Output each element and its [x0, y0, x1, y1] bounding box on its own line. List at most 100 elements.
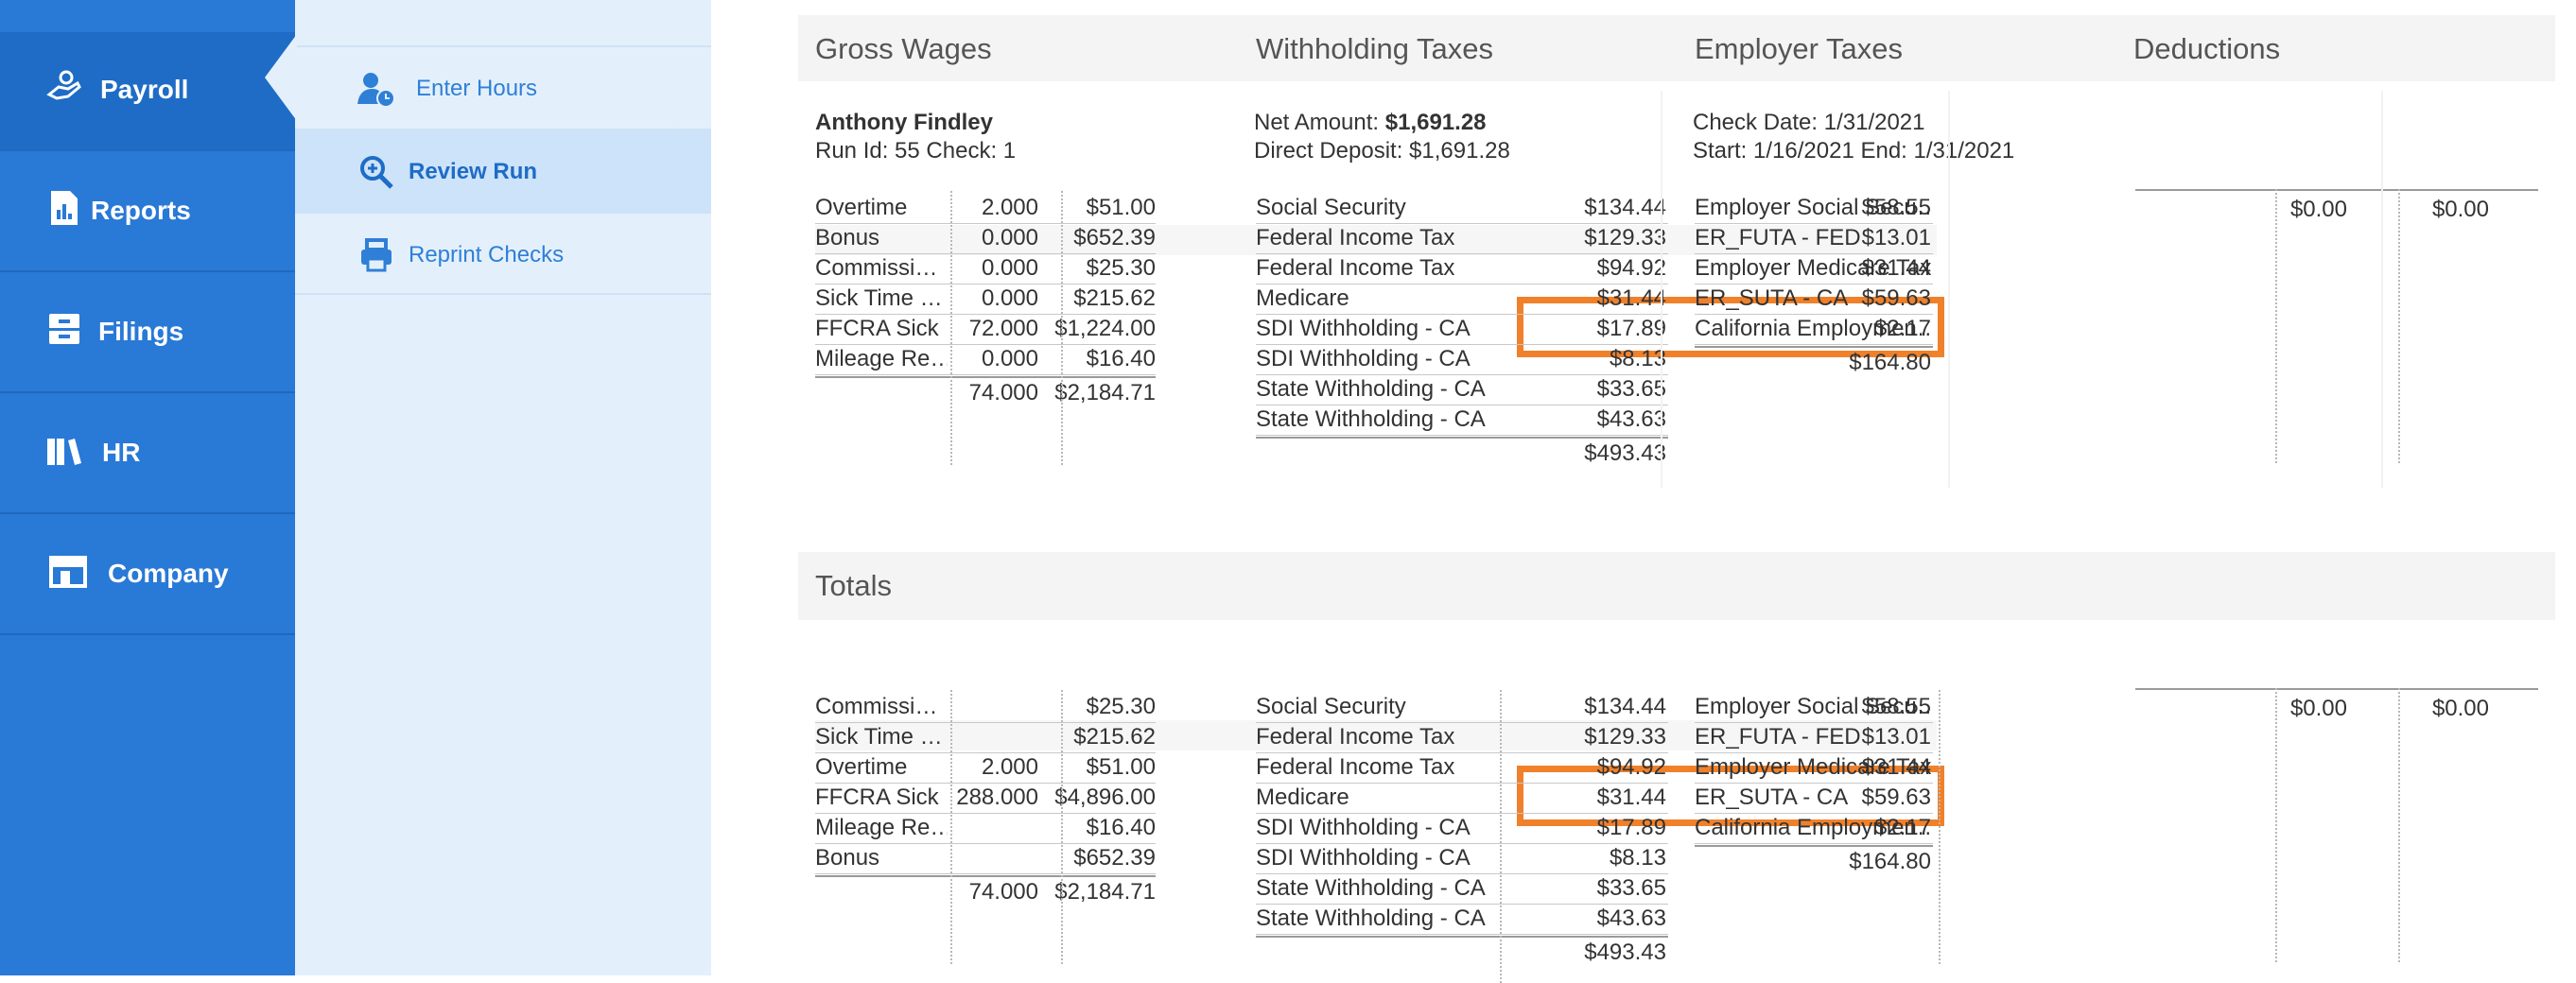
- subnav-label-reprint-checks: Reprint Checks: [409, 242, 565, 267]
- withholding-row-line: [1256, 374, 1668, 375]
- gross-row-line: [815, 722, 1156, 723]
- gross-row-line: [815, 783, 1156, 784]
- withholding-row-amount: $8.13: [1609, 346, 1666, 371]
- employer-row-name: Employer Medicare Tax: [1695, 255, 1931, 281]
- employer-row-amount: $31.44: [1861, 754, 1931, 780]
- gross-row-hours: 0.000: [981, 225, 1038, 250]
- nav-active-pointer: [265, 34, 297, 121]
- net-amount: Net Amount: $1,691.28: [1254, 110, 1487, 136]
- employer-row-amount: $31.44: [1861, 255, 1931, 281]
- gross-total-amount: $2,184.71: [1054, 380, 1156, 405]
- gross-row-amount: $652.39: [1073, 225, 1156, 250]
- subnav-label-review-run: Review Run: [409, 159, 538, 184]
- employer-row-amount: $59.63: [1861, 285, 1931, 311]
- nav-label-payroll: Payroll: [100, 75, 189, 104]
- report-chart-icon: [51, 191, 78, 225]
- deductions-divider: [2275, 688, 2277, 962]
- gross-row-name: FFCRA Sick: [815, 785, 939, 810]
- withholding-row-amount: $33.65: [1596, 875, 1666, 901]
- gross-row-name: Sick Time …: [815, 285, 943, 311]
- gross-row-amount: $4,896.00: [1054, 785, 1156, 810]
- employer-total-line: [1695, 845, 1933, 847]
- nav-item-hr[interactable]: HR: [0, 395, 295, 514]
- withholding-row-amount: $134.44: [1584, 195, 1666, 220]
- deductions-divider: [2398, 189, 2400, 463]
- subnav-active-pointer: [679, 127, 711, 212]
- storefront-icon: [49, 556, 87, 588]
- withholding-row-name: SDI Withholding - CA: [1256, 316, 1471, 341]
- employer-total: $164.80: [1849, 849, 1931, 874]
- run-info: Run Id: 55 Check: 1: [815, 138, 1017, 164]
- nav-item-payroll[interactable]: Payroll: [0, 32, 295, 151]
- gross-row-name: Overtime: [815, 754, 908, 780]
- subnav-item-reprint-checks[interactable]: Reprint Checks: [295, 212, 711, 295]
- gross-row-name: Mileage Re…: [815, 346, 948, 371]
- primary-nav: Payroll Reports Filings HR: [0, 0, 295, 975]
- gross-row-line: [815, 843, 1156, 844]
- withholding-row-line: [1256, 843, 1668, 844]
- check-date: Check Date: 1/31/2021: [1693, 110, 1925, 135]
- magnify-icon: [360, 156, 393, 189]
- gross-divider: [1061, 690, 1063, 964]
- withholding-row-amount: $129.33: [1584, 724, 1666, 750]
- panel-separator: [2381, 91, 2383, 488]
- nav-item-company[interactable]: Company: [0, 516, 295, 635]
- gross-row-amount: $215.62: [1073, 724, 1156, 750]
- employer-row-line: [1695, 344, 1933, 345]
- employer-row-name: Employer Social Secu…: [1695, 195, 1931, 220]
- subnav-item-enter-hours[interactable]: Enter Hours: [295, 45, 711, 129]
- gross-row-amount: $51.00: [1086, 195, 1156, 220]
- nav-label-filings: Filings: [98, 317, 184, 346]
- gross-total-line: [815, 875, 1156, 877]
- employer-row-amount: $58.55: [1861, 694, 1931, 719]
- gross-row-hours: 0.000: [981, 255, 1038, 281]
- gross-row-name: FFCRA Sick: [815, 316, 939, 341]
- withholding-taxes-header: Withholding Taxes: [1256, 32, 1494, 65]
- withholding-divider: [1500, 690, 1502, 983]
- withholding-row-amount: $8.13: [1609, 845, 1666, 871]
- withholding-row-name: State Withholding - CA: [1256, 875, 1486, 901]
- withholding-row-name: State Withholding - CA: [1256, 905, 1486, 931]
- withholding-row-name: State Withholding - CA: [1256, 406, 1486, 432]
- gross-row-amount: $652.39: [1073, 845, 1156, 871]
- net-amount-value: $1,691.28: [1384, 110, 1487, 135]
- employer-row-name: ER_SUTA - CA: [1695, 285, 1849, 311]
- employer-row-line: [1695, 223, 1933, 224]
- user-clock-icon: [357, 73, 395, 108]
- gross-row-name: Commissi…: [815, 694, 938, 719]
- nav-item-filings[interactable]: Filings: [0, 274, 295, 393]
- nav-item-reports[interactable]: Reports: [0, 153, 295, 272]
- gross-row-line: [815, 813, 1156, 814]
- gross-row-line: [815, 284, 1156, 285]
- gross-row-hours: 0.000: [981, 285, 1038, 311]
- employer-total-line: [1695, 346, 1933, 348]
- deduction-value: $0.00: [2431, 197, 2489, 222]
- deductions-header: Deductions: [2133, 32, 2281, 65]
- gross-row-line: [815, 752, 1156, 753]
- withholding-row-amount: $134.44: [1584, 694, 1666, 719]
- gross-row-hours: 2.000: [981, 754, 1038, 780]
- deductions-divider: [2398, 688, 2400, 962]
- deductions-top-line: [2135, 688, 2538, 690]
- employer-total: $164.80: [1849, 350, 1931, 375]
- withholding-row-amount: $31.44: [1596, 285, 1666, 311]
- secondary-nav: Enter Hours Review Run Reprint Checks: [295, 0, 711, 975]
- withholding-row-line: [1256, 783, 1668, 784]
- deductions-divider: [2275, 189, 2277, 463]
- employer-row-line: [1695, 843, 1933, 844]
- gross-total-line: [815, 376, 1156, 378]
- withholding-row-amount: $33.65: [1596, 376, 1666, 402]
- employer-row-amount: $59.63: [1861, 785, 1931, 810]
- totals-header-band: [798, 552, 2555, 620]
- withholding-row-name: Social Security: [1256, 694, 1406, 719]
- withholding-row-amount: $31.44: [1596, 785, 1666, 810]
- withholding-row-line: [1256, 435, 1668, 436]
- totals-title: Totals: [815, 569, 892, 602]
- withholding-total-line: [1256, 936, 1668, 938]
- employer-row-line: [1695, 722, 1933, 723]
- gross-total-hours: 74.000: [968, 879, 1038, 905]
- hand-coin-icon: [46, 70, 81, 100]
- gross-row-name: Mileage Re…: [815, 815, 948, 840]
- employee-name: Anthony Findley: [815, 110, 993, 135]
- subnav-item-review-run[interactable]: Review Run: [295, 129, 711, 212]
